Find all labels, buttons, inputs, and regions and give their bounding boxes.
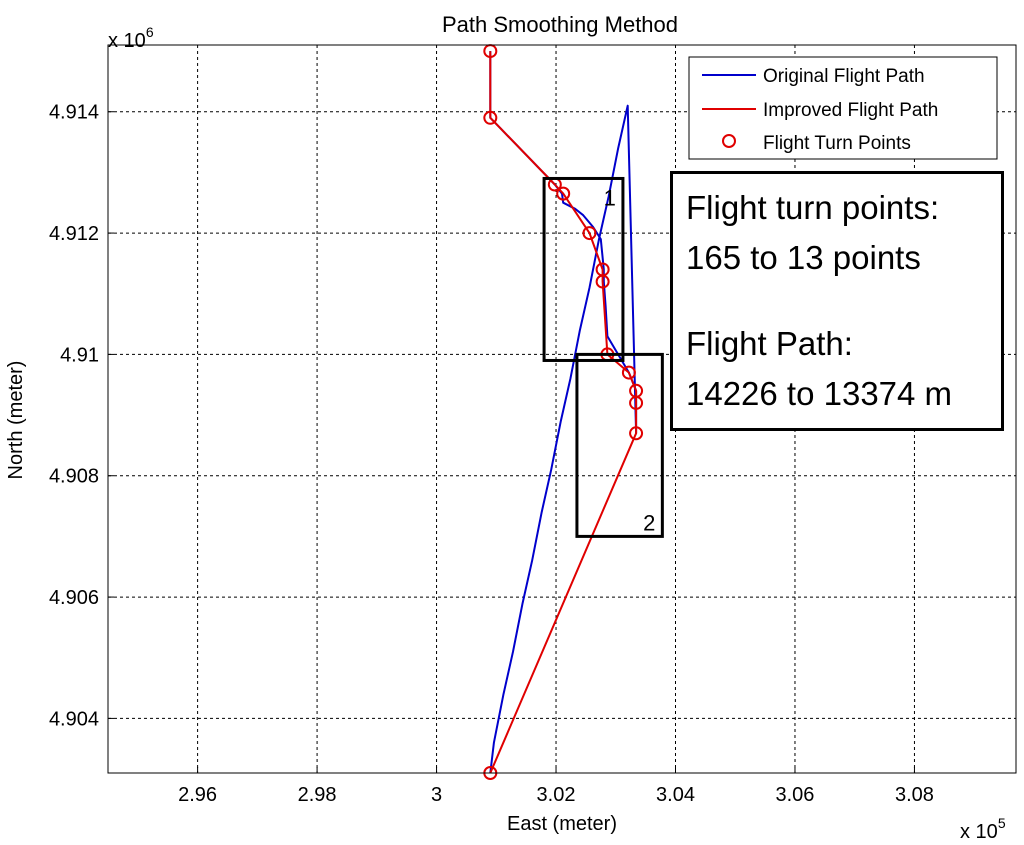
region-box-1: [542, 176, 625, 362]
y-tick-label: 4.906: [49, 587, 99, 609]
region-label-1: 1: [604, 185, 616, 210]
region-label-2: 2: [643, 510, 655, 535]
y-tick-label: 4.912: [49, 223, 99, 245]
y-tick-label: 4.908: [49, 466, 99, 488]
y-tick-label: 4.91: [60, 344, 99, 366]
x-tick-label: 3.06: [776, 784, 815, 806]
annotation-line-4: Flight Path:: [686, 325, 853, 362]
x-multiplier-exp: 5: [998, 815, 1006, 831]
turn-point-marker: [629, 383, 644, 398]
x-tick-label: 3.02: [537, 784, 576, 806]
x-multiplier: x 105: [960, 815, 1006, 843]
turn-point-marker: [621, 365, 636, 380]
plot-frame: [107, 44, 1017, 774]
turn-point-marker: [595, 262, 610, 277]
turn-point-marker: [483, 110, 498, 125]
x-tick-label: 2.98: [298, 784, 337, 806]
annotation-spacer: [686, 283, 1001, 319]
y-multiplier-base: x 10: [108, 30, 146, 52]
regions-layer: 12: [542, 176, 664, 538]
x-multiplier-base: x 10: [960, 821, 998, 843]
annotation-line-5: 14226 to 13374 m: [686, 375, 953, 412]
x-tick-label: 2.96: [178, 784, 217, 806]
turn-point-marker: [629, 426, 644, 441]
y-axis-label: North (meter): [5, 361, 27, 480]
series-line-original: [489, 51, 638, 774]
y-multiplier: x 106: [108, 24, 154, 52]
turn-point-marker: [556, 186, 571, 201]
series-line-improved: [489, 51, 638, 774]
turn-point-marker: [582, 226, 597, 241]
legend-label-turn-points: Flight Turn Points: [763, 133, 911, 154]
annotation-line-2: 165 to 13 points: [686, 239, 921, 276]
legend-label-original: Original Flight Path: [763, 66, 925, 87]
y-tick-label: 4.904: [49, 708, 99, 730]
region-box-2: [575, 352, 664, 538]
x-ticks: 2.96 2.98 3 3.02 3.04 3.06 3.08: [178, 767, 934, 806]
chart-title: Path Smoothing Method: [442, 12, 678, 37]
x-axis-label: East (meter): [507, 813, 617, 835]
legend: Original Flight Path Improved Flight Pat…: [688, 56, 998, 160]
y-ticks: 4.904 4.906 4.908 4.91 4.912 4.914: [49, 102, 114, 730]
annotation-line-1: Flight turn points:: [686, 189, 940, 226]
x-tick-label: 3.04: [656, 784, 695, 806]
legend-label-improved: Improved Flight Path: [763, 100, 938, 121]
y-tick-label: 4.914: [49, 102, 99, 124]
x-tick-label: 3: [431, 784, 442, 806]
series-layer: [489, 51, 638, 774]
annotation-box: Flight turn points: 165 to 13 points Fli…: [670, 171, 1004, 431]
x-tick-label: 3.08: [895, 784, 934, 806]
legend-swatch-turn-points: [722, 134, 736, 148]
y-multiplier-exp: 6: [146, 24, 154, 40]
